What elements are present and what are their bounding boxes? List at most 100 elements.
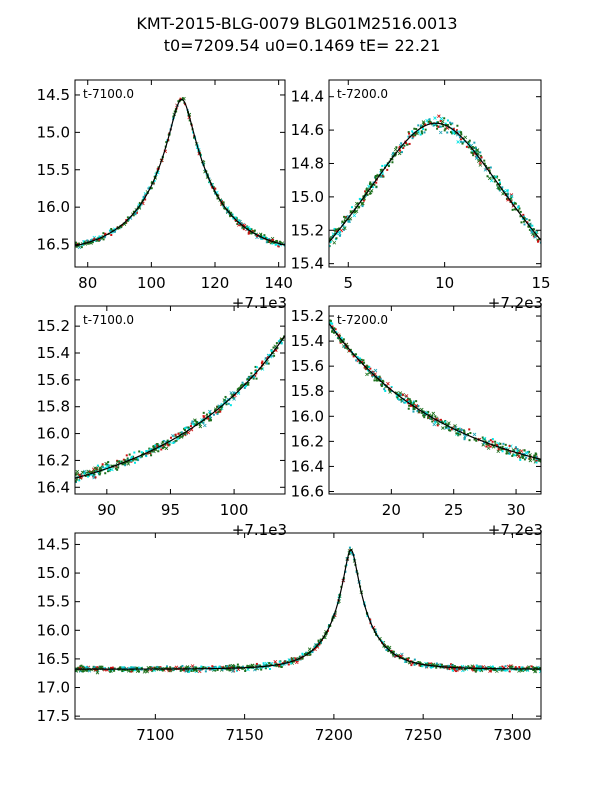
data-point xyxy=(226,397,230,402)
panel-top-left: 80 100 120 140 14.5 15.0 15.5 16.0 16.5 t-7100.0 +… xyxy=(37,79,293,312)
data-point xyxy=(98,235,101,238)
data-point xyxy=(498,183,501,186)
x-tick-label: 7150 xyxy=(226,726,264,744)
data-point xyxy=(149,666,152,669)
data-point xyxy=(221,668,224,671)
data-point xyxy=(513,208,516,211)
data-point xyxy=(228,210,231,213)
data-point xyxy=(494,175,497,178)
data-point xyxy=(468,428,471,431)
data-point xyxy=(424,128,427,131)
data-point xyxy=(407,135,410,138)
data-point xyxy=(159,666,162,669)
data-point xyxy=(369,618,372,621)
data-point xyxy=(165,141,168,144)
data-point xyxy=(376,174,379,177)
data-point xyxy=(93,665,96,668)
data-point xyxy=(95,667,98,670)
data-point xyxy=(463,431,466,434)
data-point xyxy=(237,387,240,390)
data-point xyxy=(513,453,516,456)
x-tick-label: 7100 xyxy=(136,726,174,744)
data-point xyxy=(366,615,369,618)
data-point xyxy=(187,426,190,429)
data-point xyxy=(241,226,244,229)
data-point xyxy=(444,122,447,125)
data-point xyxy=(86,239,89,242)
data-point xyxy=(331,329,334,332)
data-point xyxy=(333,327,336,330)
data-point xyxy=(522,220,525,223)
data-point xyxy=(362,359,365,362)
data-point xyxy=(483,168,488,172)
data-point xyxy=(224,395,227,398)
data-point xyxy=(496,449,501,454)
data-point xyxy=(517,205,520,208)
data-point xyxy=(172,442,175,445)
x-tick-label: 80 xyxy=(78,274,97,292)
data-point xyxy=(517,206,520,209)
data-point xyxy=(431,411,436,416)
data-point xyxy=(339,339,342,342)
data-point xyxy=(80,664,83,667)
data-point xyxy=(260,367,263,370)
data-point xyxy=(443,117,446,120)
data-point xyxy=(164,446,169,451)
data-point xyxy=(539,666,541,669)
data-point xyxy=(347,220,350,223)
data-point xyxy=(268,667,271,670)
data-point xyxy=(287,663,290,666)
data-point xyxy=(439,125,442,128)
data-point xyxy=(214,669,217,672)
data-point xyxy=(405,142,408,145)
data-point xyxy=(373,368,378,373)
data-point xyxy=(399,655,402,658)
data-point xyxy=(130,670,133,673)
data-point xyxy=(86,666,89,669)
data-point xyxy=(110,228,113,231)
data-point xyxy=(129,670,132,673)
data-point xyxy=(498,189,501,192)
data-point xyxy=(126,669,131,673)
data-point xyxy=(82,670,85,673)
data-point xyxy=(265,237,268,240)
data-point xyxy=(216,412,219,415)
data-point xyxy=(188,670,191,673)
x-tick-label: 120 xyxy=(201,274,230,292)
x-tick-label: 90 xyxy=(97,501,116,519)
data-point xyxy=(230,211,233,214)
x-tick-label: 20 xyxy=(382,501,401,519)
data-point xyxy=(474,147,477,150)
data-point xyxy=(246,383,249,386)
data-point xyxy=(394,154,397,157)
data-point xyxy=(248,230,251,233)
data-point xyxy=(136,666,139,669)
data-point xyxy=(103,667,106,670)
data-point xyxy=(96,464,99,467)
data-point xyxy=(369,181,372,184)
data-point xyxy=(342,228,345,231)
data-point xyxy=(431,414,434,417)
data-point xyxy=(144,668,147,671)
data-point xyxy=(532,669,535,672)
data-point xyxy=(124,459,127,462)
data-point xyxy=(409,404,412,407)
data-point xyxy=(397,397,400,400)
figure-title-line2: t0=7209.54 u0=0.1469 tE= 22.21 xyxy=(164,36,441,55)
data-point xyxy=(391,152,394,155)
data-point xyxy=(266,357,269,360)
data-point xyxy=(271,242,274,245)
data-point xyxy=(179,669,182,672)
data-point xyxy=(305,651,308,654)
data-point xyxy=(264,236,267,239)
data-point xyxy=(356,202,359,205)
x-offset-label: +7.1e3 xyxy=(232,294,287,312)
data-point xyxy=(457,428,460,431)
data-point xyxy=(207,417,210,420)
model-curve-top-left xyxy=(75,98,285,247)
data-point xyxy=(458,666,461,669)
data-point xyxy=(487,444,490,447)
axes-frame-mid-right xyxy=(328,305,542,495)
data-point xyxy=(460,133,463,136)
data-point xyxy=(533,455,536,458)
